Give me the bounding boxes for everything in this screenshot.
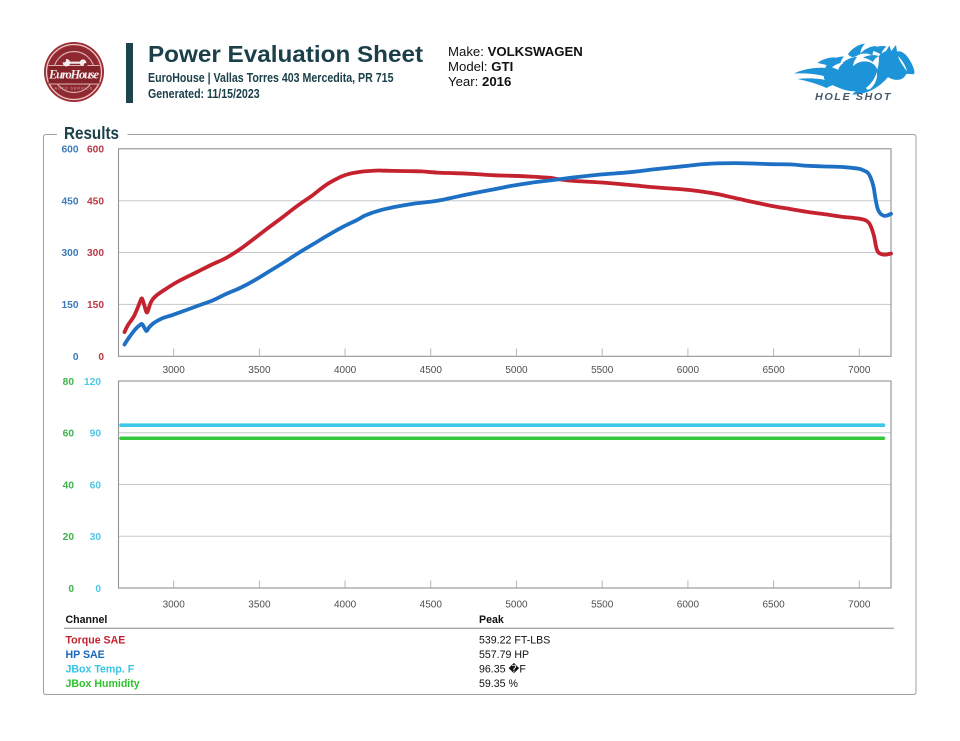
svg-text:5500: 5500	[591, 365, 614, 376]
svg-text:EuroHouse: EuroHouse	[48, 68, 99, 82]
svg-text:4500: 4500	[420, 365, 443, 376]
svg-text:6000: 6000	[677, 600, 700, 611]
svg-text:60: 60	[90, 481, 102, 492]
svg-text:3000: 3000	[163, 600, 186, 611]
svg-text:40: 40	[63, 481, 75, 492]
svg-text:96.35 �F: 96.35 �F	[479, 661, 526, 675]
svg-text:5000: 5000	[505, 365, 528, 376]
svg-text:Torque SAE: Torque SAE	[66, 634, 126, 646]
svg-text:6500: 6500	[762, 600, 785, 611]
svg-text:0: 0	[95, 584, 101, 595]
svg-text:JBox Humidity: JBox Humidity	[66, 678, 140, 690]
svg-text:HP SAE: HP SAE	[66, 649, 105, 661]
svg-text:HOLE SHOT: HOLE SHOT	[815, 91, 892, 103]
svg-text:5500: 5500	[591, 600, 614, 611]
svg-text:4500: 4500	[420, 600, 443, 611]
svg-text:0: 0	[73, 352, 79, 363]
svg-text:150: 150	[87, 300, 104, 311]
svg-text:6000: 6000	[677, 365, 700, 376]
svg-text:539.22 FT-LBS: 539.22 FT-LBS	[479, 634, 550, 646]
svg-text:Channel: Channel	[66, 614, 108, 626]
svg-text:3000: 3000	[163, 365, 186, 376]
svg-text:300: 300	[62, 248, 79, 259]
svg-text:600: 600	[62, 145, 79, 156]
svg-text:450: 450	[62, 196, 79, 207]
svg-text:0: 0	[68, 584, 74, 595]
svg-text:20: 20	[63, 532, 75, 543]
svg-text:30: 30	[90, 532, 102, 543]
svg-text:5000: 5000	[505, 600, 528, 611]
svg-text:300: 300	[87, 248, 104, 259]
svg-text:7000: 7000	[848, 365, 871, 376]
svg-text:3500: 3500	[248, 600, 271, 611]
svg-text:450: 450	[87, 196, 104, 207]
svg-text:AUTO SERVICE: AUTO SERVICE	[55, 87, 94, 91]
svg-text:4000: 4000	[334, 365, 357, 376]
svg-text:150: 150	[62, 300, 79, 311]
svg-text:80: 80	[63, 377, 75, 388]
svg-text:Peak: Peak	[479, 614, 504, 626]
svg-text:59.35 %: 59.35 %	[479, 678, 518, 690]
svg-text:60: 60	[63, 429, 75, 440]
svg-text:90: 90	[90, 429, 102, 440]
svg-text:JBox Temp. F: JBox Temp. F	[66, 663, 135, 675]
svg-text:120: 120	[84, 377, 101, 388]
svg-text:0: 0	[98, 352, 104, 363]
svg-text:600: 600	[87, 145, 104, 156]
svg-text:557.79 HP: 557.79 HP	[479, 649, 529, 661]
svg-text:6500: 6500	[762, 365, 785, 376]
svg-text:4000: 4000	[334, 600, 357, 611]
svg-text:3500: 3500	[248, 365, 271, 376]
svg-text:Results: Results	[64, 123, 119, 143]
svg-text:7000: 7000	[848, 600, 871, 611]
